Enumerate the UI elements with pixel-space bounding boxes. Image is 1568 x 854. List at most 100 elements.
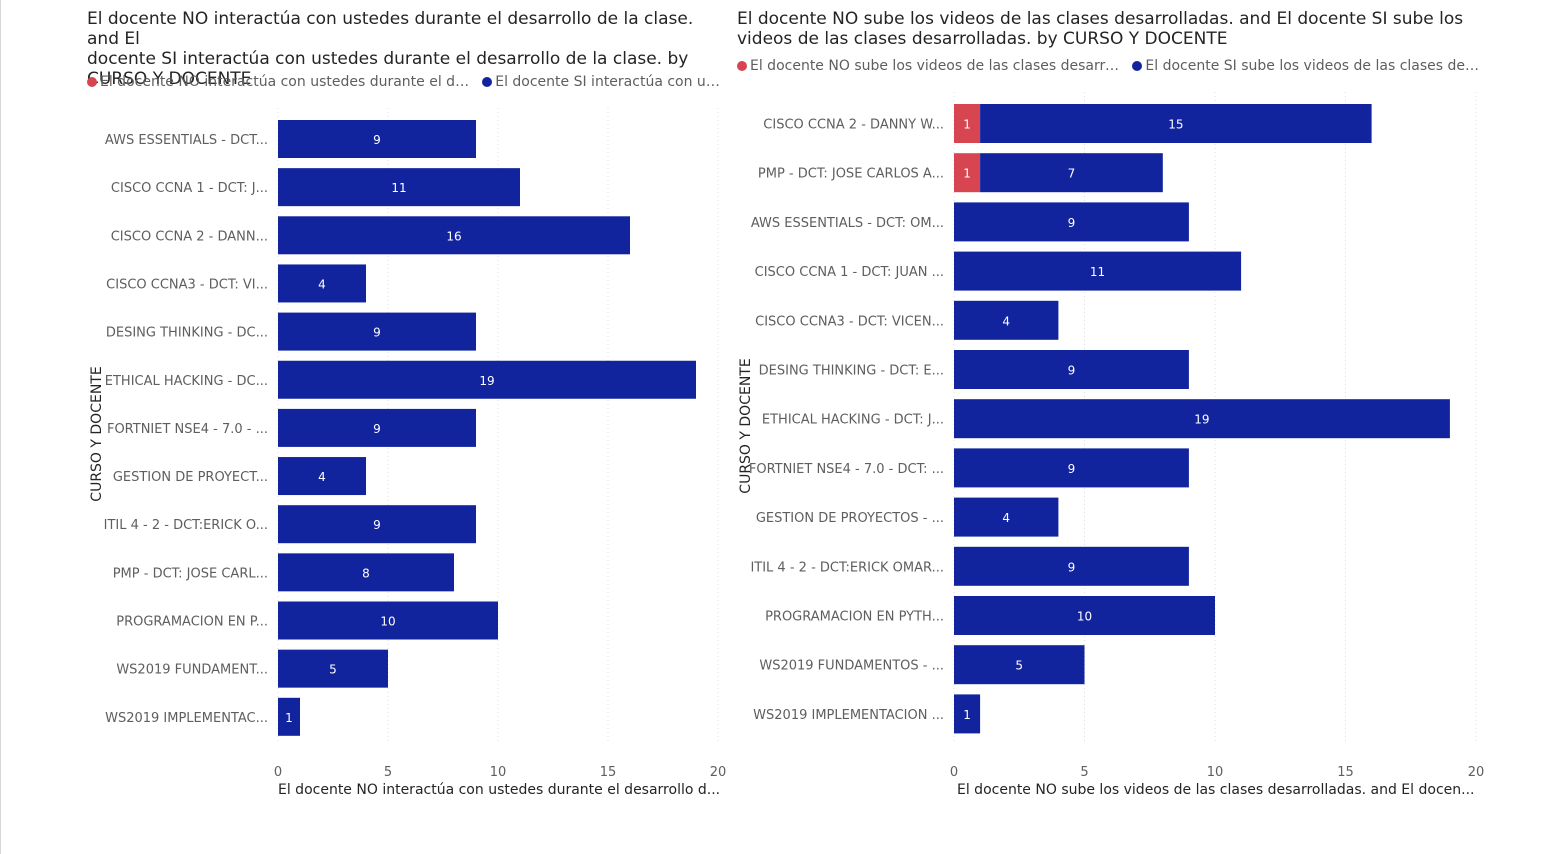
- bar-segment-si[interactable]: [278, 120, 476, 158]
- bar-segment-si[interactable]: [954, 596, 1215, 635]
- data-label: 4: [318, 277, 326, 291]
- data-label: 7: [1068, 167, 1076, 181]
- bar-segment-si[interactable]: [954, 202, 1189, 242]
- interaction-chart-visual[interactable]: El docente NO interactúa con ustedes dur…: [80, 0, 730, 854]
- category-label: PMP - DCT: JOSE CARL...: [113, 566, 268, 581]
- category-label: ITIL 4 - 2 - DCT:ERICK O...: [104, 518, 268, 533]
- category-label: PROGRAMACION EN P...: [116, 615, 268, 630]
- category-label: WS2019 FUNDAMENTOS - ...: [759, 659, 944, 674]
- x-tick-label: 5: [384, 765, 392, 780]
- bar-segment-si[interactable]: [278, 457, 366, 496]
- x-tick-label: 20: [710, 765, 727, 780]
- x-axis-title: El docente NO interactúa con ustedes dur…: [278, 782, 720, 798]
- x-tick-label: 0: [950, 765, 958, 780]
- chart-title-line: El docente NO sube los videos de las cla…: [737, 9, 1464, 29]
- data-label: 4: [1002, 314, 1010, 328]
- x-tick-label: 0: [274, 765, 282, 780]
- data-label: 15: [1168, 118, 1183, 132]
- data-label: 1: [963, 118, 971, 132]
- bar-segment-si[interactable]: [954, 448, 1189, 488]
- data-label: 11: [391, 181, 406, 195]
- y-axis-title: CURSO Y DOCENTE: [738, 358, 754, 493]
- category-label: AWS ESSENTIALS - DCT: OM...: [751, 216, 944, 231]
- data-label: 10: [1077, 610, 1092, 624]
- bar-segment-si[interactable]: [278, 312, 476, 351]
- bar-segment-si[interactable]: [980, 153, 1163, 193]
- bar-segment-si[interactable]: [278, 168, 520, 207]
- data-label: 5: [329, 663, 337, 677]
- category-label: CISCO CCNA3 - DCT: VI...: [106, 277, 268, 292]
- category-label: CISCO CCNA 2 - DANNY W...: [763, 118, 944, 133]
- legend-item-no[interactable]: El docente NO interactúa con ustedes dur…: [87, 74, 476, 90]
- bar-segment-si[interactable]: [278, 697, 300, 736]
- data-label: 10: [380, 615, 395, 629]
- bar-segment-si[interactable]: [278, 601, 498, 640]
- category-label: DESING THINKING - DCT: E...: [759, 364, 944, 379]
- data-label: 11: [1090, 265, 1105, 279]
- category-label: CISCO CCNA 1 - DCT: JUAN ...: [755, 265, 944, 280]
- legend-marker-si: [482, 77, 493, 87]
- bar-segment-no[interactable]: [954, 153, 981, 193]
- data-label: 16: [446, 229, 461, 243]
- data-label: 1: [285, 711, 293, 725]
- bar-segment-si[interactable]: [278, 553, 454, 592]
- x-tick-label: 15: [1337, 765, 1354, 780]
- x-tick-label: 10: [1207, 765, 1224, 780]
- bar-segment-si[interactable]: [954, 546, 1189, 586]
- bar-segment-si[interactable]: [954, 694, 981, 734]
- data-label: 8: [362, 566, 370, 580]
- data-label: 9: [1068, 462, 1076, 476]
- x-tick-label: 10: [490, 765, 507, 780]
- chart-title-line: docente SI interactúa con ustedes durant…: [87, 49, 689, 69]
- bar-segment-si[interactable]: [954, 350, 1189, 389]
- category-label: GESTION DE PROYECT...: [113, 470, 268, 485]
- category-label: FORTNIET NSE4 - 7.0 - ...: [107, 422, 268, 437]
- legend-marker-no: [87, 77, 97, 87]
- chart-title: El docente NO interactúa con ustedes dur…: [87, 9, 730, 89]
- data-label: 9: [373, 326, 381, 340]
- legend-item-no[interactable]: El docente NO sube los videos de las cla…: [737, 58, 1126, 74]
- data-label: 5: [1015, 659, 1023, 673]
- bar-segment-si[interactable]: [278, 505, 476, 544]
- y-axis-title: CURSO Y DOCENTE: [89, 366, 105, 501]
- bar-segment-si[interactable]: [278, 216, 630, 255]
- bar-segment-si[interactable]: [278, 408, 476, 447]
- legend-marker-si: [1132, 61, 1143, 71]
- data-label: 1: [963, 708, 971, 722]
- bar-segment-si[interactable]: [980, 104, 1372, 143]
- bar-segment-si[interactable]: [954, 300, 1059, 340]
- data-label: 9: [373, 518, 381, 532]
- data-label: 19: [479, 374, 494, 388]
- chart-title-line: videos de las clases desarrolladas. by C…: [737, 29, 1228, 49]
- legend-marker-no: [737, 61, 747, 71]
- bar-segment-si[interactable]: [954, 399, 1450, 439]
- category-label: FORTNIET NSE4 - 7.0 - DCT: ...: [749, 462, 944, 477]
- data-label: 4: [1002, 511, 1010, 525]
- page-left-border: [0, 0, 1, 854]
- bar-segment-si[interactable]: [278, 360, 696, 399]
- legend-item-si[interactable]: El docente SI interactúa con uste...: [482, 74, 724, 90]
- category-label: GESTION DE PROYECTOS - ...: [756, 511, 944, 526]
- category-label: CISCO CCNA3 - DCT: VICEN...: [755, 314, 944, 329]
- bar-segment-si[interactable]: [278, 649, 388, 688]
- bar-segment-si[interactable]: [278, 264, 366, 303]
- chart-title-line: El docente NO interactúa con ustedes dur…: [87, 9, 694, 49]
- category-label: ETHICAL HACKING - DC...: [105, 374, 268, 389]
- data-label: 9: [1068, 364, 1076, 378]
- videos-chart-visual[interactable]: El docente NO sube los videos de las cla…: [730, 0, 1490, 854]
- category-label: CISCO CCNA 2 - DANN...: [111, 229, 268, 244]
- legend-item-si[interactable]: El docente SI sube los videos de las cla…: [1132, 58, 1484, 74]
- x-axis-title: El docente NO sube los videos de las cla…: [957, 782, 1474, 798]
- category-label: WS2019 IMPLEMENTAC...: [105, 711, 268, 726]
- category-label: ITIL 4 - 2 - DCT:ERICK OMAR...: [750, 560, 944, 575]
- data-label: 19: [1194, 413, 1209, 427]
- category-label: AWS ESSENTIALS - DCT...: [105, 133, 268, 148]
- data-label: 4: [318, 470, 326, 484]
- chart-title: El docente NO sube los videos de las cla…: [737, 9, 1490, 49]
- bar-segment-si[interactable]: [954, 645, 1085, 685]
- bar-segment-si[interactable]: [954, 251, 1242, 291]
- bar-segment-si[interactable]: [954, 497, 1059, 537]
- bar-segment-no[interactable]: [954, 104, 981, 143]
